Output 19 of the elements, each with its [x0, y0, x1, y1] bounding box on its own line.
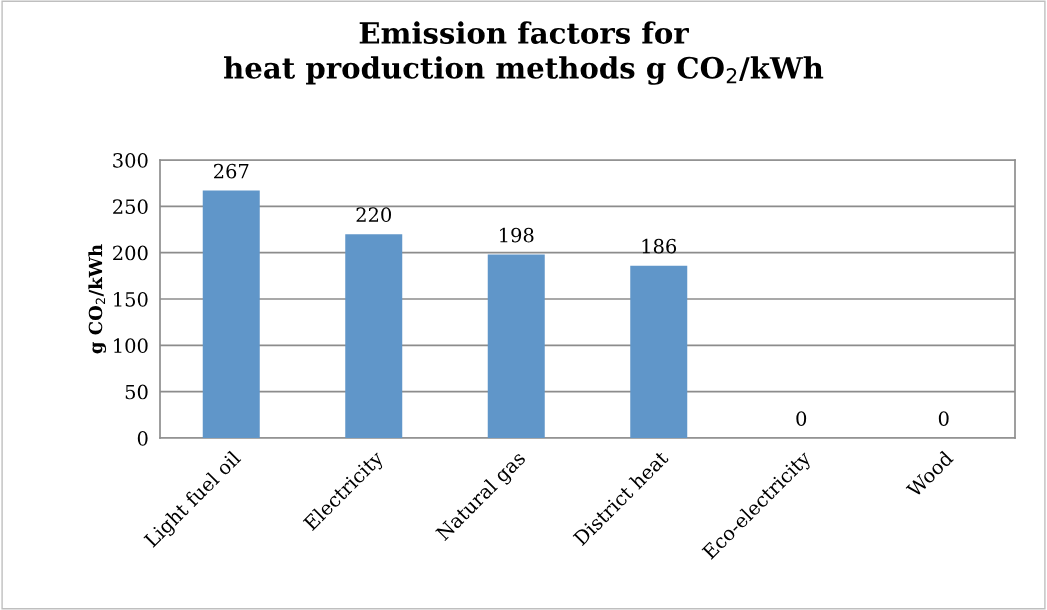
data-label: 186	[642, 238, 677, 254]
bar	[487, 254, 545, 438]
chart-title: Emission factors for heat production methods g CO$_{2}$/kWh	[223, 21, 824, 85]
data-label: 267	[214, 163, 249, 179]
bar	[630, 265, 688, 438]
y-tick-label: 200	[113, 245, 148, 261]
y-tick-label: 0	[137, 430, 148, 446]
data-label: 220	[356, 207, 392, 223]
y-tick-label: 250	[113, 199, 148, 214]
data-label: 0	[796, 411, 807, 426]
y-tick-label: 100	[114, 338, 148, 353]
data-label: 198	[500, 227, 534, 243]
y-tick-label: 300	[113, 152, 148, 168]
data-label: 0	[938, 411, 949, 426]
bar	[345, 234, 403, 438]
y-axis-title: g CO$_{2}$/kWh	[88, 244, 107, 354]
y-tick-label: 150	[114, 291, 148, 307]
y-tick-label: 50	[125, 384, 148, 400]
bar	[202, 190, 260, 438]
